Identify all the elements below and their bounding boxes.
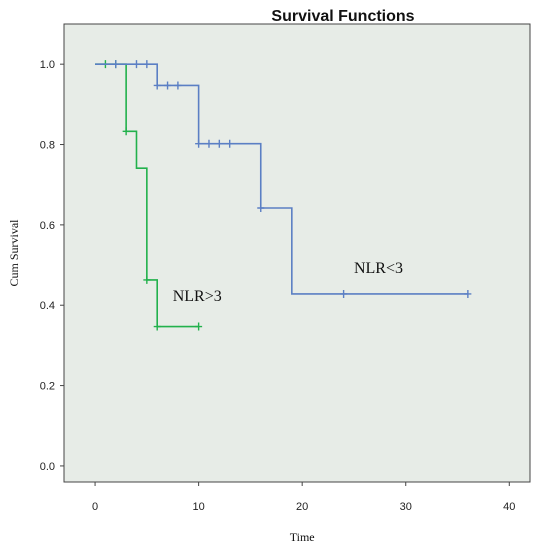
censor-mark — [205, 139, 213, 148]
censor-mark — [464, 289, 472, 298]
x-axis-label: Time — [290, 530, 315, 544]
censor-mark — [195, 139, 203, 148]
y-tick-label: 0.0 — [40, 461, 55, 473]
censor-mark — [153, 81, 161, 90]
censor-mark — [122, 127, 130, 136]
censor-mark — [257, 204, 265, 213]
x-tick-label: 30 — [400, 501, 412, 513]
series-annotation: NLR>3 — [173, 288, 222, 305]
plot-area — [63, 23, 531, 483]
chart-title: Survival Functions — [271, 8, 414, 25]
x-tick-label: 20 — [296, 501, 308, 513]
censor-mark — [340, 289, 348, 298]
censor-mark — [215, 139, 223, 148]
y-tick-label: 1.0 — [40, 59, 55, 71]
annotation-layer: NLR>3 NLR<3 — [173, 260, 403, 305]
x-tick-label: 0 — [92, 501, 98, 513]
y-tick-label: 0.6 — [40, 220, 55, 232]
censor-mark — [195, 322, 203, 331]
censor-mark — [153, 322, 161, 331]
censor-mark — [112, 60, 120, 69]
censor-mark — [132, 60, 140, 69]
censor-mark — [174, 81, 182, 90]
series-annotation: NLR<3 — [354, 260, 403, 277]
x-tick-label: 40 — [503, 501, 515, 513]
censor-mark — [164, 81, 172, 90]
series-layer — [95, 60, 472, 331]
y-axis: 0.0 0.2 0.4 0.6 0.8 1.0 — [40, 59, 64, 473]
censor-mark — [143, 60, 151, 69]
y-axis-label: Cum Survival — [7, 219, 21, 287]
y-tick-label: 0.2 — [40, 381, 55, 393]
y-tick-label: 0.8 — [40, 140, 55, 152]
censor-mark — [226, 139, 234, 148]
y-tick-label: 0.4 — [40, 300, 55, 312]
censor-mark — [143, 275, 151, 284]
series-nlr-3 — [95, 60, 472, 298]
x-axis: 0 10 20 30 40 — [92, 482, 515, 513]
x-tick-label: 10 — [192, 501, 204, 513]
survival-curve — [95, 63, 199, 328]
